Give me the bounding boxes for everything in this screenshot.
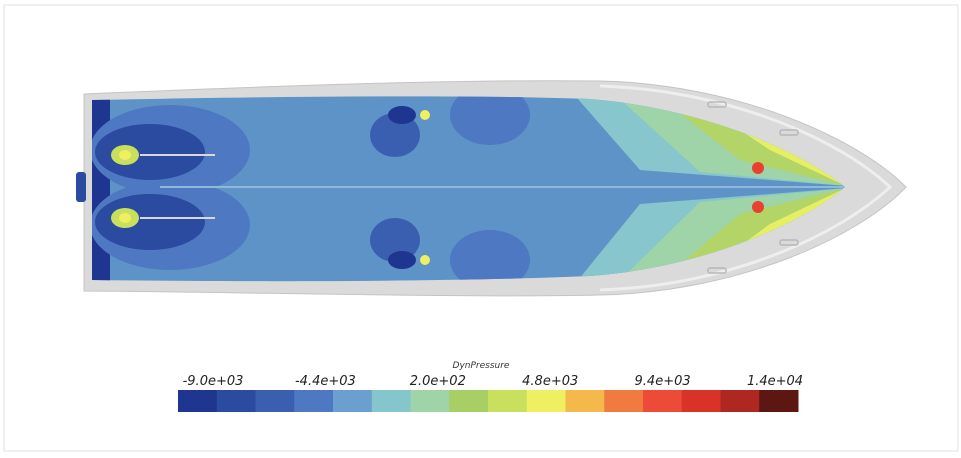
colorbar-swatch bbox=[565, 390, 605, 412]
transom-fitting bbox=[76, 172, 86, 202]
colorbar-swatch bbox=[255, 390, 295, 412]
colorbar-tick-label: 1.4e+04 bbox=[747, 374, 803, 389]
colorbar-swatch bbox=[720, 390, 760, 412]
colorbar-tick-label: -9.0e+03 bbox=[183, 374, 244, 389]
colorbar-swatch bbox=[216, 390, 256, 412]
colorbar-swatch bbox=[681, 390, 721, 412]
colorbar-swatch bbox=[488, 390, 528, 412]
colorbar-swatch bbox=[178, 390, 218, 412]
colorbar-swatch bbox=[449, 390, 489, 412]
colorbar-swatch bbox=[526, 390, 566, 412]
colorbar-swatch bbox=[410, 390, 450, 412]
hull-details bbox=[707, 101, 799, 274]
colorbar-tick-label: 4.8e+03 bbox=[522, 374, 578, 389]
colorbar-swatch bbox=[333, 390, 373, 412]
colorbar-tick-label: 9.4e+03 bbox=[635, 374, 691, 389]
colorbar-swatch bbox=[759, 390, 799, 412]
colorbar-swatch bbox=[604, 390, 644, 412]
colorbar: -9.0e+03 -4.4e+03 2.0e+02 4.8e+03 9.4e+03 1.4… bbox=[178, 374, 803, 412]
colorbar-tick-label: -4.4e+03 bbox=[295, 374, 356, 389]
colorbar-swatch bbox=[643, 390, 683, 412]
colorbar-title: DynPressure bbox=[453, 361, 510, 371]
colorbar-tick-label: 2.0e+02 bbox=[410, 374, 466, 389]
colorbar-swatch bbox=[371, 390, 411, 412]
colorbar-swatch bbox=[294, 390, 334, 412]
